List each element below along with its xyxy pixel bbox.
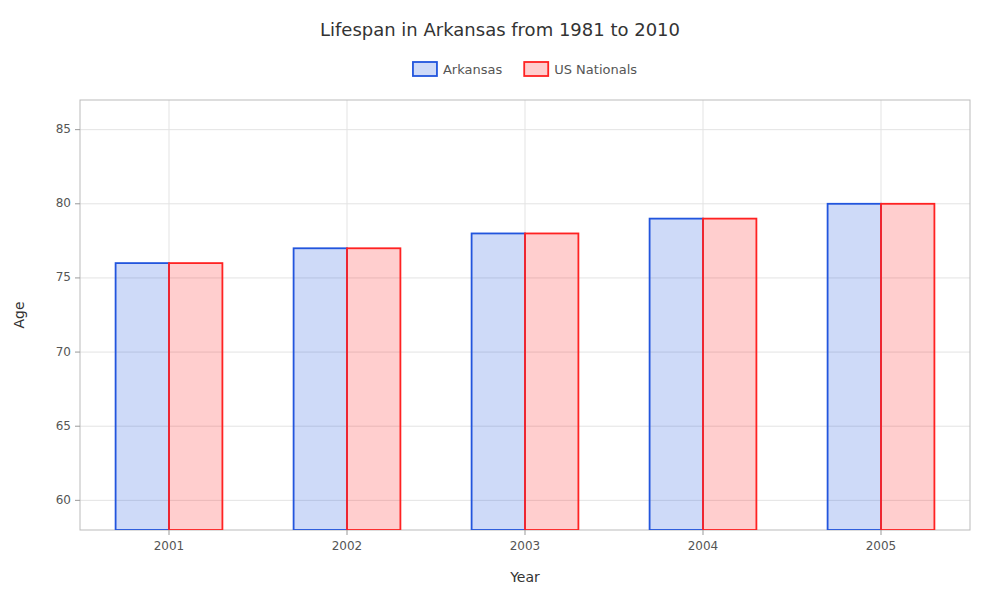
- legend-item: Arkansas: [413, 62, 502, 77]
- bar: [347, 248, 400, 530]
- y-tick: [75, 500, 80, 501]
- x-tick-label: 2001: [154, 539, 185, 553]
- y-tick-label: 85: [56, 122, 71, 136]
- x-tick-label: 2004: [688, 539, 719, 553]
- legend-label: Arkansas: [443, 62, 502, 77]
- bar: [169, 263, 222, 530]
- title: Lifespan in Arkansas from 1981 to 2010: [320, 19, 680, 40]
- x-tick: [881, 530, 882, 535]
- y-tick-label: 70: [56, 345, 71, 359]
- legend-item: US Nationals: [524, 62, 637, 77]
- legend: Arkansas US Nationals: [413, 62, 637, 77]
- y-tick: [75, 203, 80, 204]
- y-axis-label: Age: [11, 301, 27, 328]
- y-tick: [75, 277, 80, 278]
- y-tick-label: 65: [56, 419, 71, 433]
- y-tick-label: 80: [56, 196, 71, 210]
- plot-frame: [80, 100, 970, 530]
- bar: [650, 219, 703, 530]
- legend-swatch: [524, 62, 548, 76]
- bar: [472, 233, 525, 530]
- bar: [294, 248, 347, 530]
- bar: [703, 219, 756, 530]
- x-axis-label: Year: [509, 569, 540, 585]
- chart-container: 60 65 70 75 80 85 2001 2002 2003 2004 2005 Year Age L…: [0, 0, 1000, 600]
- y-axis: 60 65 70 75 80 85: [56, 122, 80, 507]
- y-tick-label: 60: [56, 493, 71, 507]
- grid: [80, 100, 970, 530]
- chart-svg: 60 65 70 75 80 85 2001 2002 2003 2004 2005 Year Age L…: [0, 0, 1000, 600]
- x-tick: [525, 530, 526, 535]
- bar: [116, 263, 169, 530]
- bars: [116, 204, 935, 530]
- x-tick-label: 2003: [510, 539, 541, 553]
- y-tick: [75, 129, 80, 130]
- x-tick-label: 2005: [866, 539, 897, 553]
- page: {"chart_data": {"type": "bar", "title": …: [0, 0, 1000, 600]
- background: [0, 0, 1000, 600]
- x-axis: 2001 2002 2003 2004 2005: [154, 530, 897, 553]
- bar: [828, 204, 881, 530]
- legend-swatch: [413, 62, 437, 76]
- y-tick-label: 75: [56, 270, 71, 284]
- legend-label: US Nationals: [554, 62, 637, 77]
- x-tick-label: 2002: [332, 539, 363, 553]
- x-tick: [703, 530, 704, 535]
- x-tick: [169, 530, 170, 535]
- bar: [525, 233, 578, 530]
- y-tick: [75, 352, 80, 353]
- x-tick: [347, 530, 348, 535]
- y-tick: [75, 426, 80, 427]
- bar: [881, 204, 934, 530]
